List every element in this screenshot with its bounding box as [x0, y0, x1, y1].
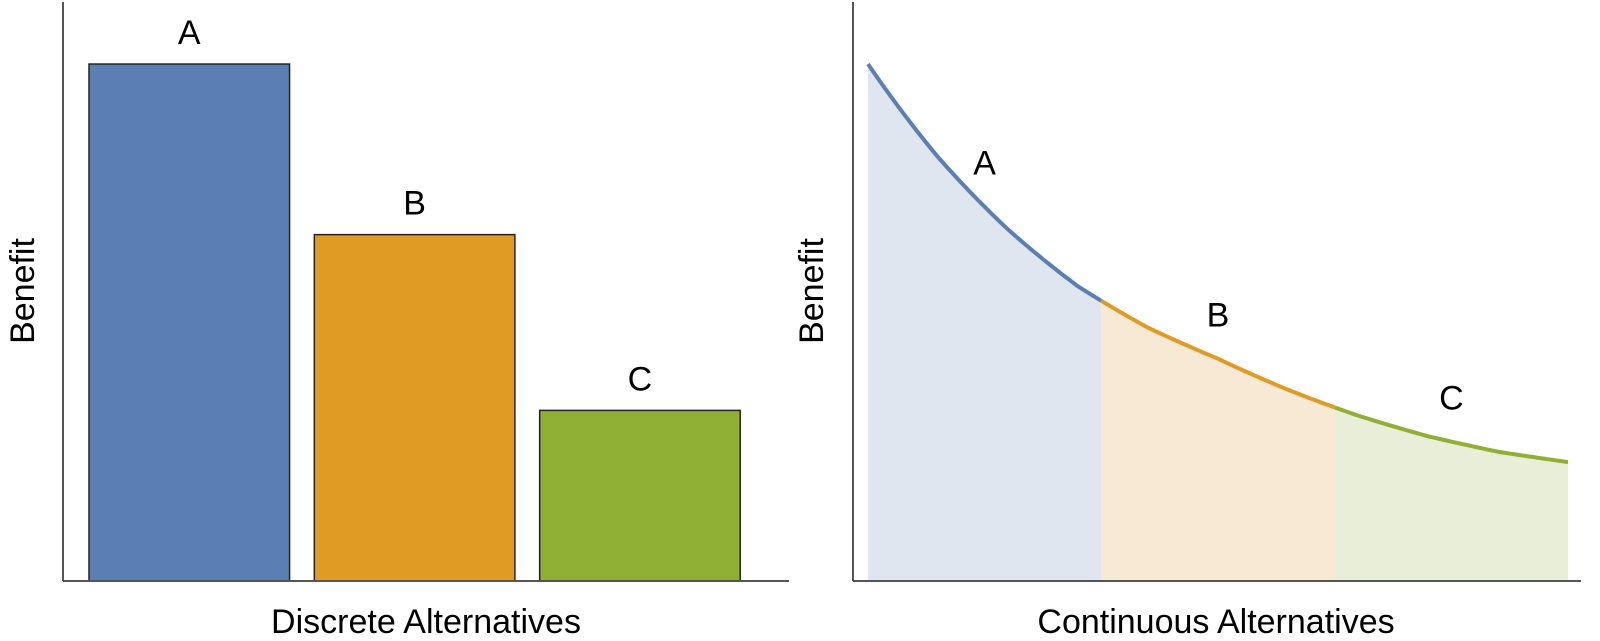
- bar-a: [88, 63, 291, 582]
- discrete-bar-labels: A B C: [178, 14, 652, 398]
- discrete-bars: [88, 63, 741, 582]
- discrete-y-axis-title: Benefit: [4, 238, 42, 344]
- bar-label-a: A: [178, 14, 201, 52]
- region-label-a: A: [973, 145, 996, 183]
- continuous-curve-segments: [866, 62, 1569, 465]
- discrete-chart-panel: A B C Discrete Alternatives Benefit: [4, 2, 789, 641]
- bar-label-c: C: [628, 360, 653, 398]
- continuous-y-axis-title: Benefit: [793, 238, 831, 344]
- continuous-area-fills: [868, 64, 1568, 582]
- curve-segment-a: [866, 62, 1103, 303]
- bar-label-b: B: [403, 185, 426, 223]
- area-fill-a: [868, 64, 1102, 582]
- curve-segment-c: [1334, 405, 1569, 465]
- bar-b: [313, 233, 516, 582]
- continuous-chart-panel: A B C Continuous Alternatives Benefit: [793, 2, 1581, 641]
- continuous-region-labels: A B C: [973, 145, 1464, 418]
- bar-c: [538, 409, 741, 582]
- region-label-b: B: [1207, 297, 1230, 335]
- area-fill-c: [1334, 407, 1568, 581]
- curve-segment-b: [1100, 298, 1336, 410]
- discrete-x-axis-title: Discrete Alternatives: [271, 603, 581, 641]
- continuous-x-axis-title: Continuous Alternatives: [1037, 603, 1394, 641]
- region-label-c: C: [1439, 380, 1464, 418]
- area-fill-b: [1101, 300, 1335, 581]
